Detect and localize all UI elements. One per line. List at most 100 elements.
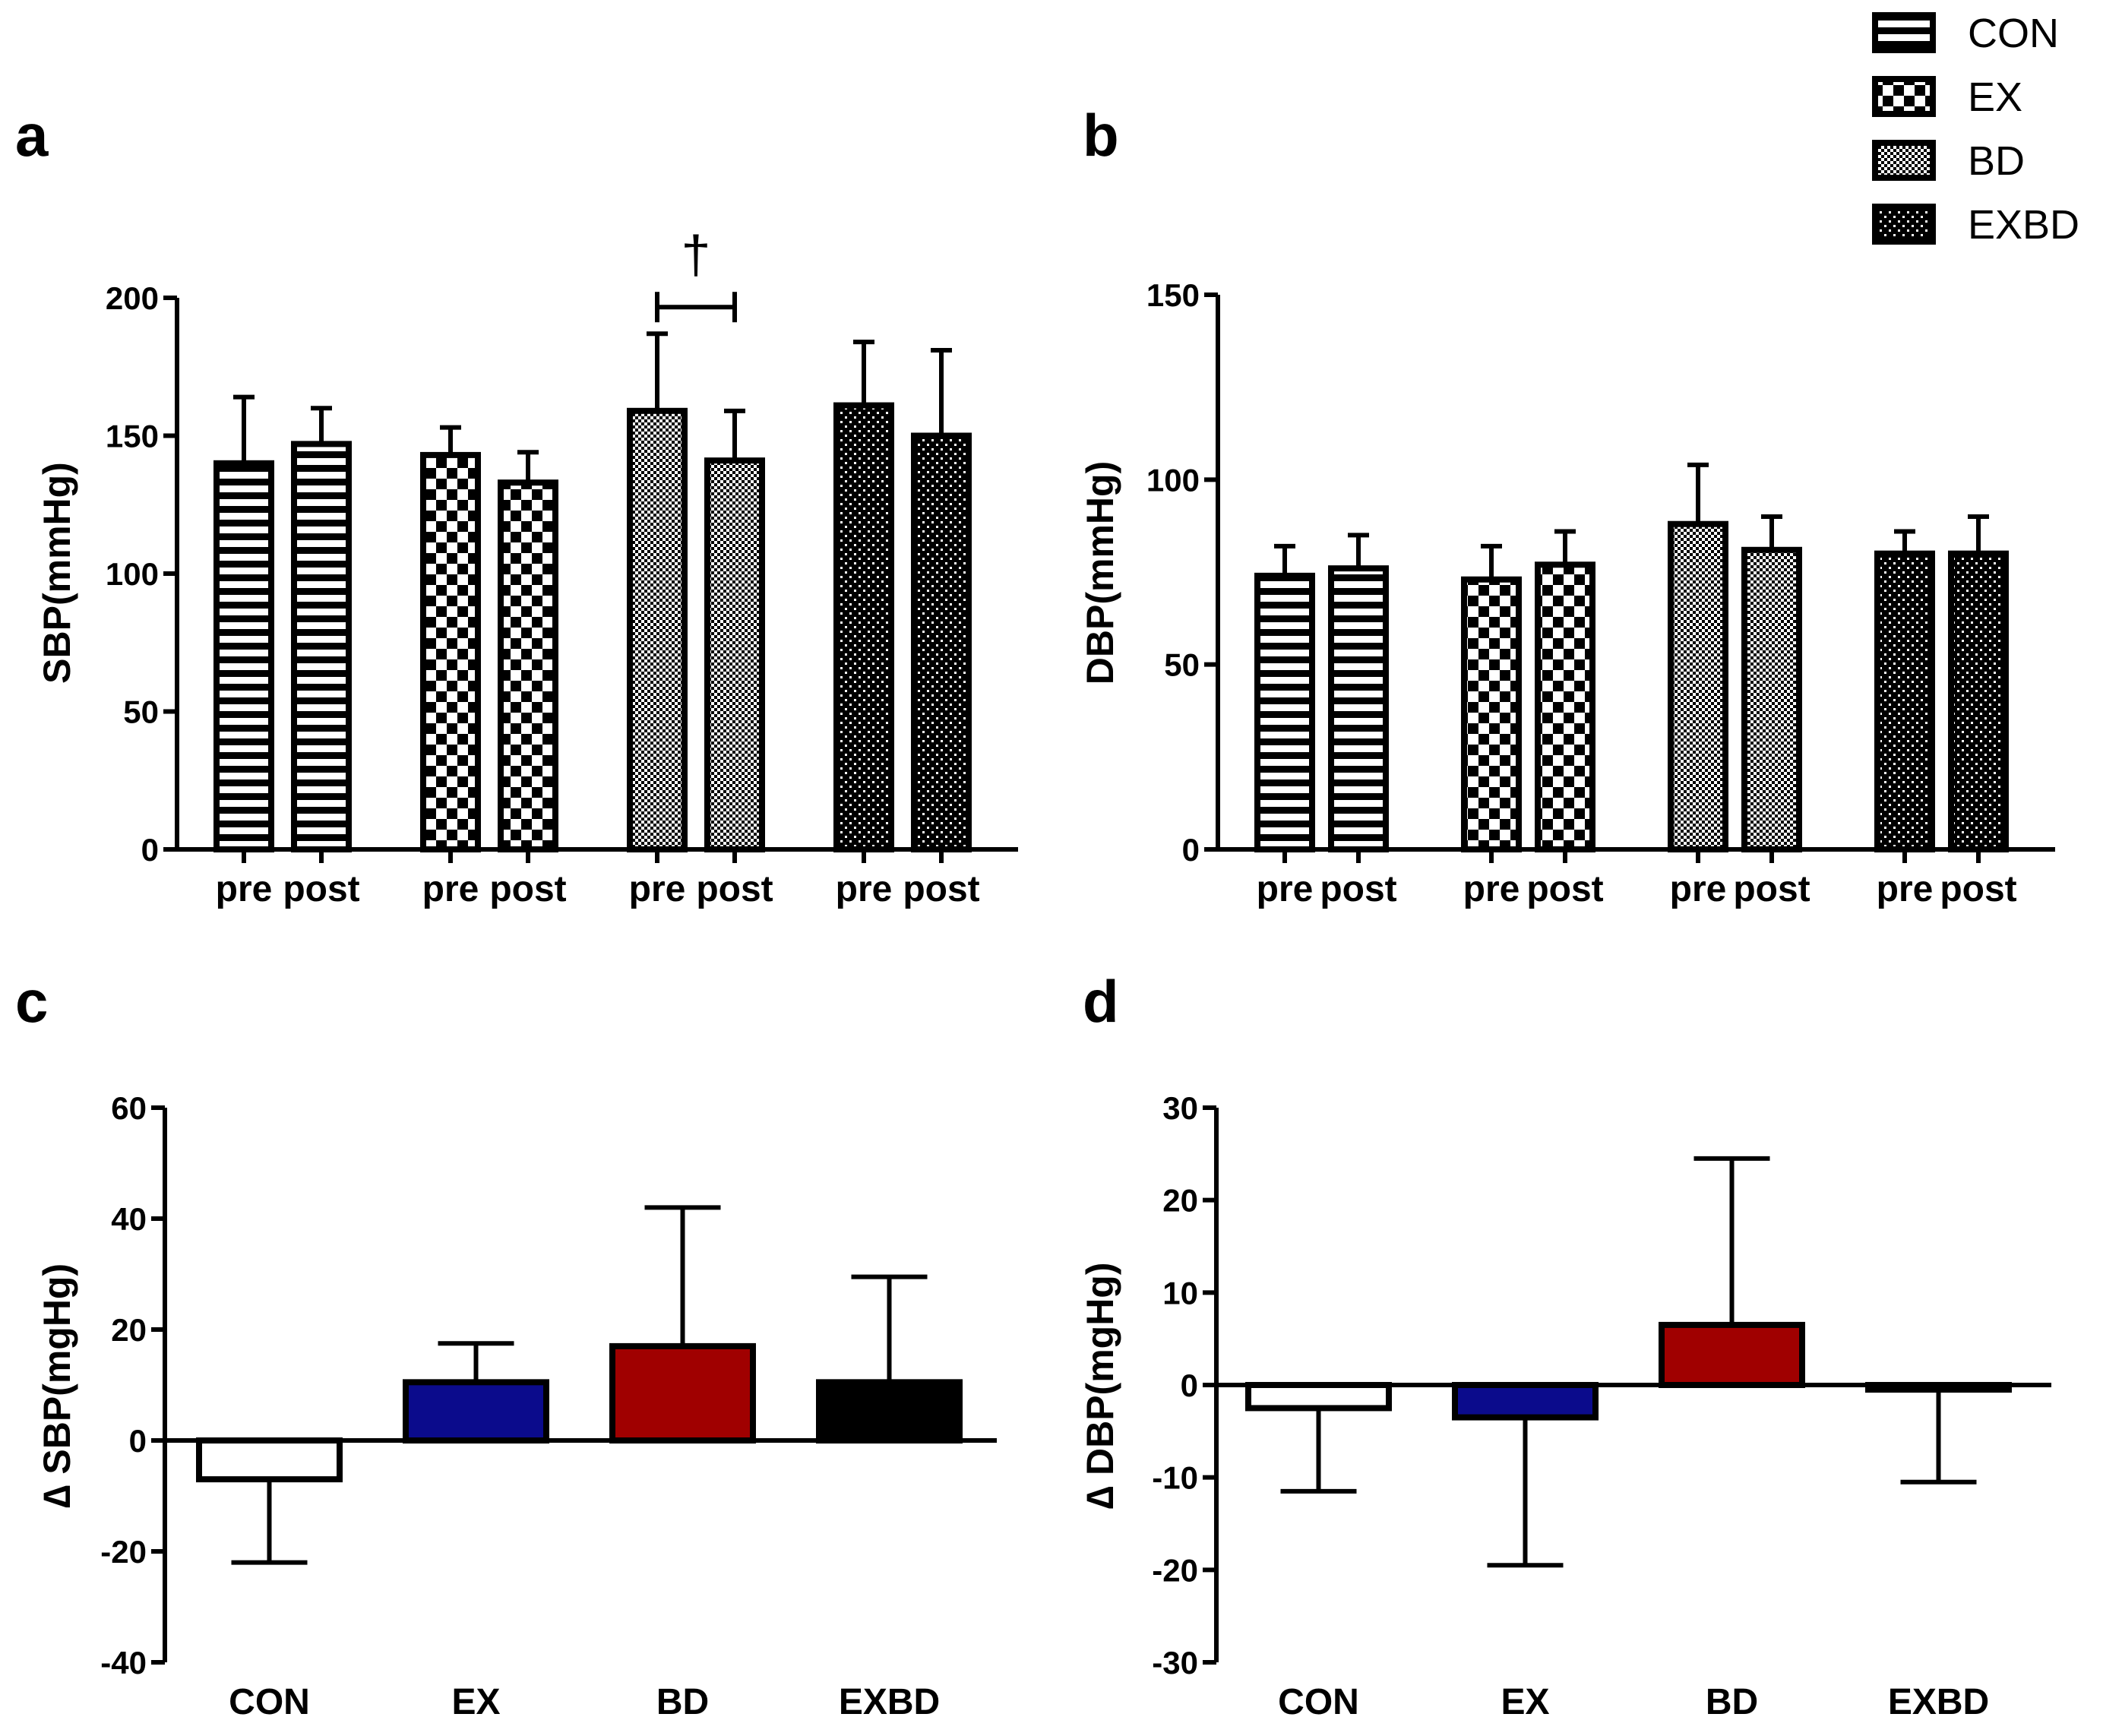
legend-item-bd: BD xyxy=(1872,138,2025,184)
panel-a-significance-bracket xyxy=(655,292,737,323)
panel-d-bar-bd xyxy=(1659,1321,1805,1388)
panel-a-y-title: SBP(mmHg) xyxy=(36,462,78,684)
panel-c-bar-bd xyxy=(609,1342,756,1444)
panel-c-bar-bd-error xyxy=(644,1205,721,1346)
panel-b-x-label-post: post xyxy=(1733,869,1810,909)
panel-d-y-tick-label: -20 xyxy=(1152,1552,1198,1588)
panel-d-bar-bd-error xyxy=(1693,1156,1770,1325)
panel-b-y-tick-label: 150 xyxy=(1146,277,1200,313)
panel-a-x-label-pre: pre xyxy=(629,869,686,909)
panel-b-bar-bd-post xyxy=(1741,546,1802,852)
panel-c-bar-exbd-error xyxy=(851,1274,928,1383)
panel-d-y-tick-label: 0 xyxy=(1181,1368,1198,1403)
panel-d-x-label-con: CON xyxy=(1278,1682,1359,1722)
panel-a-bar-exbd-post-error xyxy=(931,347,952,436)
panel-a-bar-exbd-pre xyxy=(833,402,894,852)
panel-c-bar-exbd xyxy=(816,1379,963,1444)
panel-a-bar-ex-pre xyxy=(420,451,481,852)
panel-d-x-label-ex: EX xyxy=(1501,1682,1549,1722)
panel-letter-d: d xyxy=(1083,968,1119,1035)
panel-a-x-label-post: post xyxy=(696,869,773,909)
panel-a-bar-exbd-pre-error xyxy=(853,340,874,406)
panel-b-bar-ex-pre-error xyxy=(1481,543,1502,580)
legend-swatch-exbd xyxy=(1872,204,1936,245)
legend-item-exbd: EXBD xyxy=(1872,202,2079,248)
legend-label-bd: BD xyxy=(1968,138,2025,184)
panel-a-bar-exbd-post xyxy=(911,432,972,852)
panel-a-x-label-pre: pre xyxy=(836,869,893,909)
panel-a-bar-con-post xyxy=(291,441,352,852)
panel-c-y-tick-label: -40 xyxy=(100,1645,147,1681)
panel-a-x-label-pre: pre xyxy=(216,869,273,909)
panel-a-bar-con-post-error xyxy=(311,406,332,444)
panel-b-bar-exbd-post xyxy=(1948,550,2009,853)
panel-b-bar-con-post-error xyxy=(1348,533,1369,569)
panel-a-bar-ex-post-error xyxy=(517,450,539,483)
panel-b-bar-exbd-pre xyxy=(1874,550,1935,853)
panel-c-x-label-ex: EX xyxy=(451,1682,500,1722)
panel-a-bar-bd-post xyxy=(704,457,765,852)
legend: CON EX BD EXBD xyxy=(1872,11,2079,248)
legend-swatch-con xyxy=(1872,12,1936,53)
panel-d-bar-con xyxy=(1245,1382,1392,1412)
panel-d-y-tick-label: 10 xyxy=(1162,1275,1198,1311)
panel-c-x-label-exbd: EXBD xyxy=(839,1682,940,1722)
panel-b-bar-bd-pre xyxy=(1668,520,1728,852)
panel-c-y-tick-label: 0 xyxy=(129,1423,147,1459)
panel-b-bar-bd-post-error xyxy=(1761,514,1782,550)
legend-swatch-ex xyxy=(1872,76,1936,117)
legend-label-con: CON xyxy=(1968,11,2059,56)
panel-a-bar-con-pre xyxy=(213,460,274,852)
panel-a-bar-bd-post-error xyxy=(724,408,745,461)
panel-b-y-tick-label: 0 xyxy=(1182,832,1200,868)
panel-c-y-tick-label: 40 xyxy=(111,1201,147,1237)
panel-a-y-tick-label: 0 xyxy=(141,832,159,868)
panel-c-y-tick-label: -20 xyxy=(100,1534,147,1570)
panel-d-y-tick-label: 30 xyxy=(1162,1090,1198,1126)
panel-d-x-label-bd: BD xyxy=(1706,1682,1758,1722)
panel-d-y-tick-label: -10 xyxy=(1152,1460,1198,1496)
panel-d-bar-con-error xyxy=(1280,1408,1357,1494)
panel-b-x-label-post: post xyxy=(1940,869,2016,909)
panel-a-x-label-post: post xyxy=(489,869,566,909)
panel-c-x-label-bd: BD xyxy=(656,1682,709,1722)
panel-d-bar-ex xyxy=(1452,1382,1599,1421)
panel-b-bar-ex-post xyxy=(1535,561,1595,852)
panel-b-bar-con-pre xyxy=(1254,572,1315,852)
panel-letter-c: c xyxy=(15,968,48,1035)
panel-b-y-tick-label: 100 xyxy=(1146,462,1200,498)
panel-a-bar-bd-pre-error xyxy=(647,331,668,411)
panel-d-bar-ex-error xyxy=(1487,1417,1564,1568)
panel-c-bar-ex xyxy=(403,1379,549,1444)
panel-b-x-label-post: post xyxy=(1526,869,1603,909)
panel-letter-b: b xyxy=(1083,102,1119,169)
panel-a-y-tick-label: 150 xyxy=(106,419,159,454)
panel-b-x-label-pre: pre xyxy=(1257,869,1314,909)
panel-a-x-label-pre: pre xyxy=(422,869,479,909)
panel-b-bar-con-post xyxy=(1328,565,1389,853)
panel-a-x-label-post: post xyxy=(283,869,359,909)
panel-a-bar-bd-pre xyxy=(627,407,688,852)
panel-b-x-label-pre: pre xyxy=(1463,869,1520,909)
panel-a-y-tick-label: 200 xyxy=(106,280,159,316)
panel-d-x-label-exbd: EXBD xyxy=(1888,1682,1989,1722)
panel-b-x-label-pre: pre xyxy=(1670,869,1727,909)
panel-c-bar-con xyxy=(196,1437,343,1483)
panel-d-y-title: ∆ DBP(mgHg) xyxy=(1079,1263,1121,1510)
panel-a-bar-ex-pre-error xyxy=(440,425,461,455)
legend-label-ex: EX xyxy=(1968,74,2022,120)
panel-b-bar-ex-post-error xyxy=(1554,529,1576,565)
panel-c-bar-ex-error xyxy=(438,1341,514,1383)
panel-b-x-label-pre: pre xyxy=(1877,869,1934,909)
panel-b-bar-exbd-pre-error xyxy=(1894,529,1915,554)
panel-c-bar-con-error xyxy=(231,1479,308,1565)
panel-a-bar-con-pre-error xyxy=(233,394,255,463)
panel-d-bar-exbd-error xyxy=(1900,1390,1977,1485)
